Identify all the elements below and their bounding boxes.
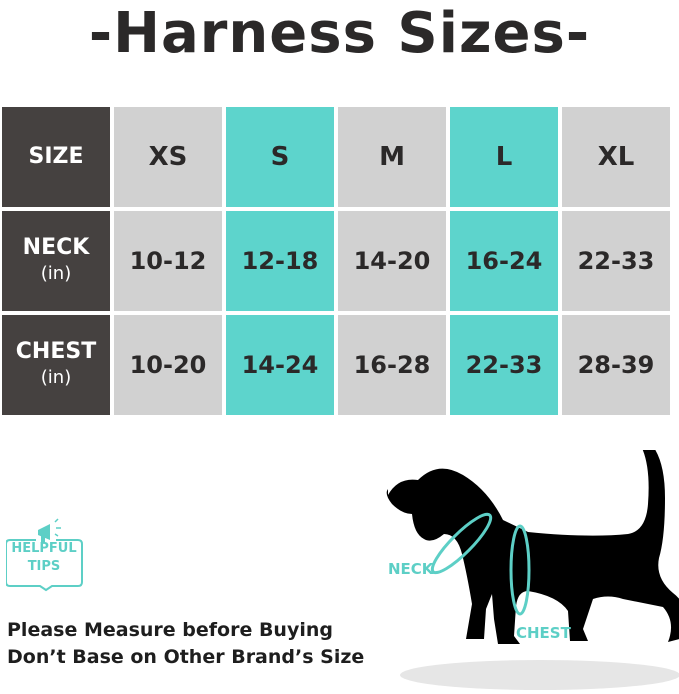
page-title: -Harness Sizes- <box>88 1 591 66</box>
size-header-m: M <box>338 107 446 207</box>
row-label-neck: NECK (in) <box>2 211 110 311</box>
megaphone-icon <box>38 518 61 542</box>
chest-xs: 10-20 <box>114 315 222 415</box>
neck-l: 16-24 <box>450 211 558 311</box>
helpful-tips-badge <box>6 518 83 592</box>
dog-diagram: NECK CHEST <box>370 437 679 694</box>
neck-unit: (in) <box>40 263 72 284</box>
neck-label: NECK <box>22 235 90 260</box>
neck-s: 12-18 <box>226 211 334 311</box>
size-table: SIZE XS S M L XL NECK (in) 10-12 12-18 14… <box>2 107 670 415</box>
size-header-xl: XL <box>562 107 670 207</box>
dog-silhouette-icon <box>386 437 679 690</box>
chest-label: CHEST <box>15 339 97 364</box>
chest-l: 22-33 <box>450 315 558 415</box>
tips-line2: TIPS <box>27 559 61 574</box>
neck-xs: 10-12 <box>114 211 222 311</box>
chest-xl: 28-39 <box>562 315 670 415</box>
size-header-xs: XS <box>114 107 222 207</box>
corner-header: SIZE <box>2 107 110 207</box>
chest-m: 16-28 <box>338 315 446 415</box>
note-line2: Don’t Base on Other Brand’s Size <box>7 646 365 668</box>
neck-measure-label: NECK <box>388 560 434 578</box>
note-line1: Please Measure before Buying <box>7 619 333 641</box>
size-header-s: S <box>226 107 334 207</box>
neck-m: 14-20 <box>338 211 446 311</box>
tips-line1: HELPFUL <box>11 541 77 556</box>
measure-note: Please Measure before Buying Don’t Base … <box>7 617 364 671</box>
chest-s: 14-24 <box>226 315 334 415</box>
neck-xl: 22-33 <box>562 211 670 311</box>
chest-unit: (in) <box>40 367 72 388</box>
chest-measure-label: CHEST <box>516 624 571 642</box>
row-label-chest: CHEST (in) <box>2 315 110 415</box>
size-header-l: L <box>450 107 558 207</box>
helpful-tips-text: HELPFUL TIPS <box>8 540 80 576</box>
